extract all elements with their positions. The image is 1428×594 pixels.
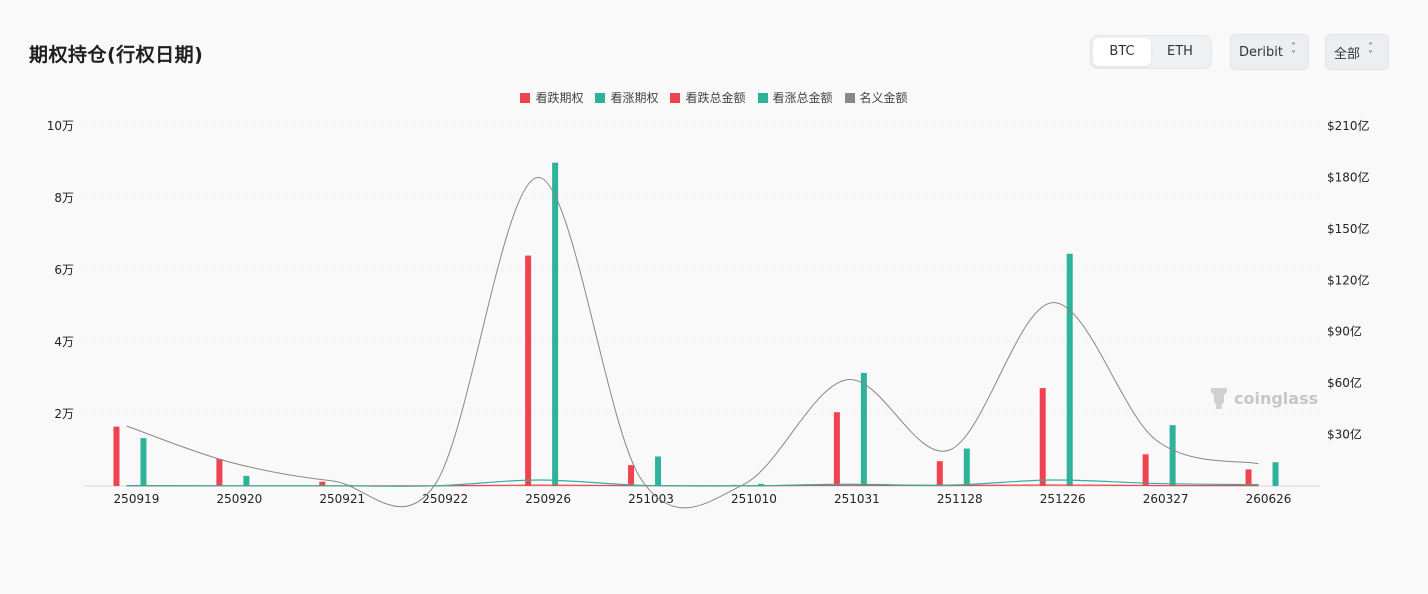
legend-label: 看涨期权 [610, 91, 659, 105]
call-oi-bar [963, 448, 970, 486]
put-oi-bar [1245, 469, 1252, 486]
y-right-tick-label: $90亿 [1327, 324, 1362, 339]
x-tick-label: 260626 [1246, 492, 1292, 506]
exchange-select[interactable]: Deribit ˄ ˅ [1230, 34, 1309, 70]
y-right-tick-label: $150亿 [1327, 221, 1370, 236]
legend-swatch [670, 92, 681, 103]
x-tick-label: 250921 [319, 492, 365, 506]
x-tick-label: 251003 [628, 492, 674, 506]
call-oi-bar [1169, 425, 1176, 486]
y-right-tick-label: $60亿 [1327, 375, 1362, 390]
call-oi-bar [243, 475, 250, 486]
put-oi-bar [113, 426, 120, 486]
x-tick-label: 250926 [525, 492, 571, 506]
watermark: coinglass [1208, 386, 1318, 410]
asset-toggle: BTC ETH [1090, 35, 1212, 69]
y-right-tick-label: $210亿 [1327, 118, 1370, 133]
legend-swatch [595, 92, 606, 103]
y-left-tick-label: 4万 [54, 335, 74, 349]
x-tick-label: 260327 [1143, 492, 1189, 506]
x-tick-label: 250919 [114, 492, 160, 506]
legend-item-call-oi[interactable]: 看涨期权 [595, 89, 658, 106]
call-oi-bar [655, 456, 662, 486]
chevron-updown-icon: ˄ ˅ [1290, 42, 1296, 61]
y-right-tick-label: $120亿 [1327, 272, 1370, 287]
put-oi-bar [628, 465, 635, 486]
call-oi-bar [552, 162, 559, 486]
y-left-tick-label: 10万 [47, 119, 74, 133]
x-tick-label: 250920 [216, 492, 262, 506]
x-tick-label: 251010 [731, 492, 777, 506]
asset-btc-button[interactable]: BTC [1093, 38, 1151, 66]
legend-item-put-value[interactable]: 看跌总金额 [670, 89, 746, 106]
put-oi-bar [1039, 388, 1046, 486]
notional-line [126, 176, 1259, 509]
range-select[interactable]: 全部 ˄ ˅ [1325, 34, 1389, 70]
legend-label: 名义金额 [859, 91, 908, 105]
y-left-tick-label: 8万 [54, 191, 74, 205]
call-oi-bar [1272, 462, 1279, 486]
range-select-value: 全部 [1334, 46, 1361, 62]
y-right-tick-label: $180亿 [1327, 169, 1370, 184]
asset-eth-button[interactable]: ETH [1167, 44, 1193, 59]
call-oi-bar [860, 372, 867, 486]
chevron-updown-icon: ˄ ˅ [1368, 42, 1374, 61]
put-oi-bar [936, 461, 943, 486]
put-oi-bar [319, 481, 326, 486]
legend-item-put-oi[interactable]: 看跌期权 [520, 89, 583, 106]
legend-label: 看跌总金额 [685, 91, 746, 105]
x-tick-label: 251031 [834, 492, 880, 506]
x-tick-label: 251128 [937, 492, 983, 506]
x-tick-label: 250922 [422, 492, 468, 506]
put-oi-bar [216, 459, 223, 486]
page-title: 期权持仓(行权日期) [29, 44, 204, 66]
put-oi-bar [1142, 454, 1149, 486]
chart-legend: 看跌期权 看涨期权 看跌总金额 看涨总金额 名义金额 [0, 89, 1428, 106]
call-value-line [126, 479, 1259, 487]
call-oi-bar [757, 483, 764, 486]
legend-item-call-value[interactable]: 看涨总金额 [757, 89, 833, 106]
coinglass-logo-icon [1211, 388, 1227, 409]
y-left-tick-label: 6万 [54, 263, 74, 277]
y-right-tick-label: $30亿 [1327, 427, 1362, 442]
legend-swatch [520, 92, 531, 103]
watermark-text: coinglass [1234, 388, 1319, 408]
legend-swatch [844, 92, 855, 103]
put-oi-bar [525, 255, 532, 486]
y-left-tick-label: 2万 [54, 407, 74, 421]
legend-item-notional[interactable]: 名义金额 [844, 89, 908, 106]
exchange-select-value: Deribit [1239, 44, 1283, 60]
legend-label: 看涨总金额 [772, 91, 833, 105]
call-oi-bar [140, 438, 147, 486]
x-tick-label: 251226 [1040, 492, 1086, 506]
call-oi-bar [1066, 253, 1073, 486]
legend-label: 看跌期权 [535, 91, 584, 105]
legend-swatch [757, 92, 768, 103]
put-oi-bar [833, 412, 840, 486]
